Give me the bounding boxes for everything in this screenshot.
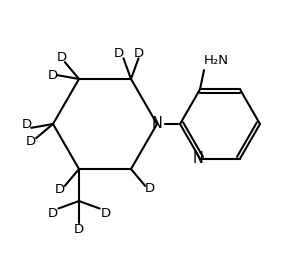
Text: D: D [113,47,124,60]
Text: N: N [152,116,162,132]
Text: D: D [47,207,57,220]
Text: D: D [21,118,32,131]
Text: N: N [193,151,203,166]
Text: D: D [134,47,144,60]
Text: D: D [26,135,36,148]
Text: D: D [47,69,57,82]
Text: D: D [55,183,65,196]
Text: D: D [57,51,67,64]
Text: H₂N: H₂N [203,54,229,67]
Text: D: D [145,182,155,195]
Text: D: D [74,223,84,235]
Text: D: D [100,207,111,220]
